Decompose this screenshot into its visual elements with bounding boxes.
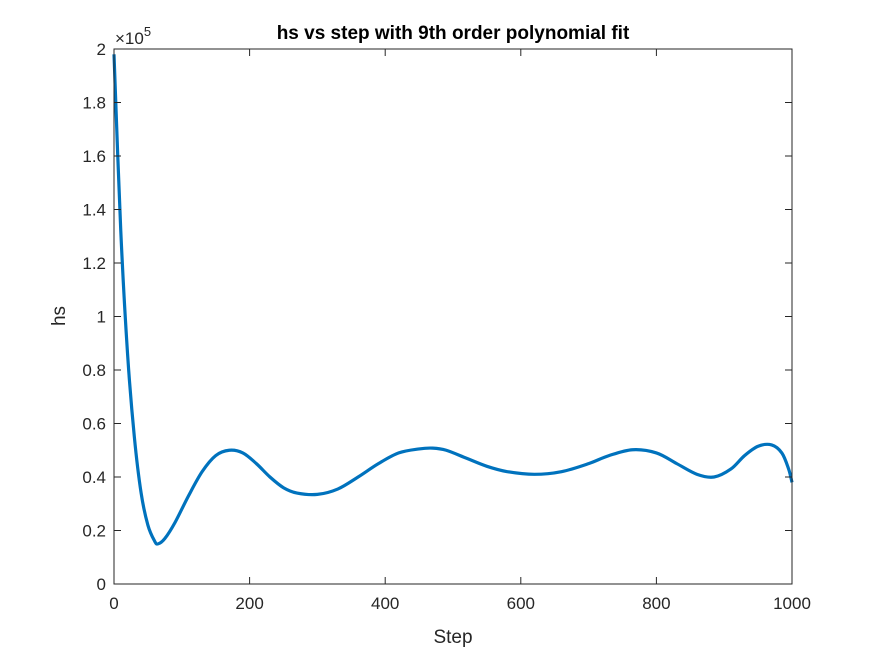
x-tick-label: 1000 [773, 594, 811, 613]
series-layer [112, 54, 794, 546]
chart-title: hs vs step with 9th order polynomial fit [277, 23, 630, 44]
y-axis-label: hs [49, 306, 70, 326]
y-tick-label: 0.8 [82, 361, 106, 380]
labels-layer: 0 200 400 600 800 1000 0 0.2 0.4 0.6 0.8 1 1.2 1.4 1.6… [82, 40, 811, 613]
y-tick-label: 0.6 [82, 415, 106, 434]
y-tick-label: 0.4 [82, 468, 106, 487]
x-tick-label: 200 [235, 594, 263, 613]
x-tick-label: 0 [109, 594, 118, 613]
series-line-0 [112, 54, 794, 546]
y-tick-label: 1.4 [82, 201, 106, 220]
y-tick-label: 1.6 [82, 147, 106, 166]
plot-area [114, 49, 792, 584]
y-axis-exponent: ×105 [115, 24, 151, 48]
x-tick-label: 800 [642, 594, 670, 613]
y-tick-label: 1 [97, 308, 106, 327]
axes-box [113, 48, 793, 585]
exponent-base: ×10 [115, 29, 144, 48]
x-tick-label: 600 [507, 594, 535, 613]
y-tick-label: 0 [97, 575, 106, 594]
y-tick-label: 1.8 [82, 94, 106, 113]
exponent-power: 5 [144, 24, 151, 39]
x-tick-label: 400 [371, 594, 399, 613]
x-axis-label: Step [433, 627, 472, 648]
y-tick-label: 2 [97, 40, 106, 59]
y-tick-label: 1.2 [82, 254, 106, 273]
y-tick-label: 0.2 [82, 522, 106, 541]
